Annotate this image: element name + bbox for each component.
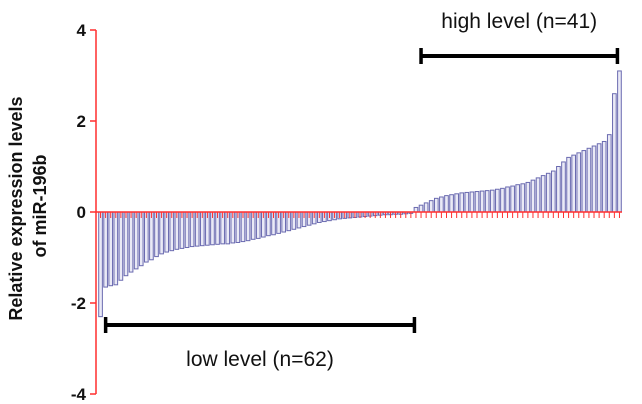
bar <box>484 190 490 213</box>
bar <box>103 211 108 288</box>
y-axis-title-line-2: of miR-196b <box>30 154 50 257</box>
axes <box>95 30 622 394</box>
svg-text:Relative expression levels: Relative expression levels of miR-196b <box>6 91 50 320</box>
bar <box>439 196 444 213</box>
bar <box>144 211 149 263</box>
bar <box>128 211 134 273</box>
bar <box>520 183 526 213</box>
bar <box>566 156 571 213</box>
bar <box>545 172 551 213</box>
bar <box>525 181 531 213</box>
bar <box>581 150 587 213</box>
bar <box>535 177 541 213</box>
y-ticks: 4 2 0 -2 -4 <box>71 21 96 404</box>
bar <box>418 204 424 213</box>
bar <box>576 152 582 213</box>
bar <box>449 194 454 213</box>
bar <box>474 191 480 213</box>
bar <box>113 211 119 286</box>
bar <box>423 202 429 213</box>
y-axis-title-line-1: Relative expression levels <box>6 96 26 320</box>
bar <box>98 211 103 318</box>
bar <box>469 191 475 213</box>
bar <box>612 93 617 213</box>
bar <box>515 184 521 213</box>
bar <box>606 134 612 213</box>
bar <box>118 211 124 281</box>
bar <box>138 211 144 267</box>
bar <box>617 70 622 213</box>
bar <box>133 211 139 270</box>
bar <box>591 145 597 213</box>
bar <box>464 191 470 213</box>
y-tick-label: 4 <box>77 21 87 40</box>
bar <box>154 211 159 258</box>
bar <box>149 211 154 261</box>
bar <box>479 190 485 213</box>
high-level-label: high level (n=41) <box>441 10 597 33</box>
bar <box>601 140 607 213</box>
bar <box>530 179 536 213</box>
bar <box>433 197 439 213</box>
bar <box>428 200 434 213</box>
bar <box>108 211 114 287</box>
bar <box>444 195 449 213</box>
bar <box>495 188 500 213</box>
bar <box>123 211 129 277</box>
bar <box>550 170 556 213</box>
bar <box>540 175 546 213</box>
bar <box>489 189 495 213</box>
y-tick-label: -4 <box>71 385 87 404</box>
bar <box>159 211 164 255</box>
bar <box>596 143 602 213</box>
bar <box>164 211 170 253</box>
bar-series <box>98 70 622 318</box>
bar <box>505 186 510 213</box>
bar <box>500 187 505 213</box>
bar <box>459 192 465 213</box>
bar <box>556 166 561 213</box>
bar <box>561 161 566 213</box>
y-axis-title: Relative expression levels of miR-196b <box>6 91 50 320</box>
bar <box>571 154 577 213</box>
y-tick-label: 2 <box>77 112 86 131</box>
bar <box>586 147 592 213</box>
y-tick-label: -2 <box>71 294 86 313</box>
bar <box>454 193 459 213</box>
y-tick-label: 0 <box>77 203 86 222</box>
group-brackets: low level (n=62) high level (n=41) <box>103 10 620 371</box>
bar <box>510 185 515 213</box>
low-level-label: low level (n=62) <box>186 348 334 371</box>
